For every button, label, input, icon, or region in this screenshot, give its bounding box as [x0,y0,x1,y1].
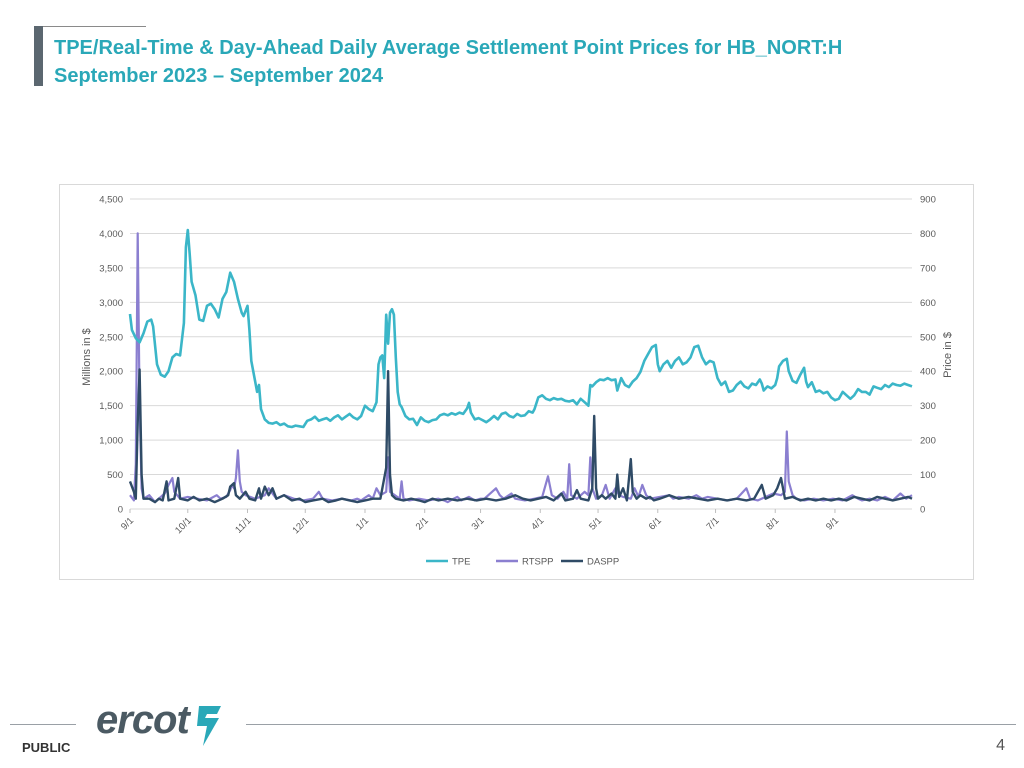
title-accent-bar [34,26,43,86]
left-tick-label: 4,000 [99,229,123,240]
x-tick-label: 12/1 [291,515,312,536]
right-tick-label: 900 [920,195,936,206]
title-line-1: TPE/Real-Time & Day-Ahead Daily Average … [54,37,843,59]
x-tick-label: 8/1 [764,515,781,532]
x-tick-label: 5/1 [587,515,604,532]
left-tick-label: 1,000 [99,436,123,447]
x-tick-label: 10/1 [173,515,194,536]
title-line-2: September 2023 – September 2024 [54,65,384,87]
legend-label-rtspp: RTSPP [522,557,554,568]
logo-wordmark: ercot [96,698,190,742]
x-tick-label: 7/1 [705,515,722,532]
left-tick-label: 3,500 [99,263,123,274]
x-tick-label: 3/1 [470,515,487,532]
footer-rule-right [246,724,1016,725]
left-axis-label: Millions in $ [81,328,93,385]
x-tick-label: 9/1 [119,515,136,532]
right-tick-label: 300 [920,401,936,412]
series-line-tpe [128,228,913,429]
legend-label-tpe: TPE [452,557,470,568]
left-axis-ticks: 0 500 1,000 1,500 2,000 2,500 3,000 3,500 4,000 4… [99,195,123,516]
footer-rule-left [10,724,76,725]
price-chart: 0 500 1,000 1,500 2,000 2,500 3,000 3,500 4,000 4… [81,195,954,568]
series-lines [128,228,913,504]
x-tick-label: 1/1 [354,515,371,532]
left-tick-label: 2,000 [99,367,123,378]
right-tick-label: 0 [920,505,925,516]
left-tick-label: 2,500 [99,332,123,343]
right-axis-label: Price in $ [942,332,954,378]
top-rule [34,26,146,27]
left-tick-label: 3,000 [99,298,123,309]
x-axis-ticks: 9/1 10/1 11/1 12/1 1/1 2/1 3/1 4/1 5/1 6/1 7/1 8/1 9… [119,509,841,536]
x-tick-label: 2/1 [414,515,431,532]
right-tick-label: 800 [920,229,936,240]
series-line-daspp [128,368,913,504]
chart-container: 0 500 1,000 1,500 2,000 2,500 3,000 3,500 4,000 4… [59,184,974,580]
right-tick-label: 700 [920,263,936,274]
x-tick-label: 11/1 [233,515,253,535]
legend-label-daspp: DASPP [587,557,619,568]
right-tick-label: 400 [920,367,936,378]
chart-legend: TPE RTSPP DASPP [426,557,619,568]
ercot-logo: ercot [96,698,227,752]
chart-grid [130,198,912,510]
right-axis-ticks: 0 100 200 300 400 500 600 700 800 900 [920,195,936,516]
right-tick-label: 100 [920,470,936,481]
left-tick-label: 500 [107,470,123,481]
left-tick-label: 0 [118,505,123,516]
x-tick-label: 6/1 [647,515,664,532]
classification-label: PUBLIC [22,740,71,755]
right-tick-label: 200 [920,436,936,447]
x-tick-label: 4/1 [529,515,546,532]
ercot-star-icon [196,706,221,746]
series-line-rtspp [129,232,913,504]
left-tick-label: 4,500 [99,195,123,206]
page-number: 4 [996,737,1005,754]
right-tick-label: 600 [920,298,936,309]
left-tick-label: 1,500 [99,401,123,412]
page-title: TPE/Real-Time & Day-Ahead Daily Average … [54,34,842,90]
x-tick-label: 9/1 [824,515,841,532]
right-tick-label: 500 [920,332,936,343]
